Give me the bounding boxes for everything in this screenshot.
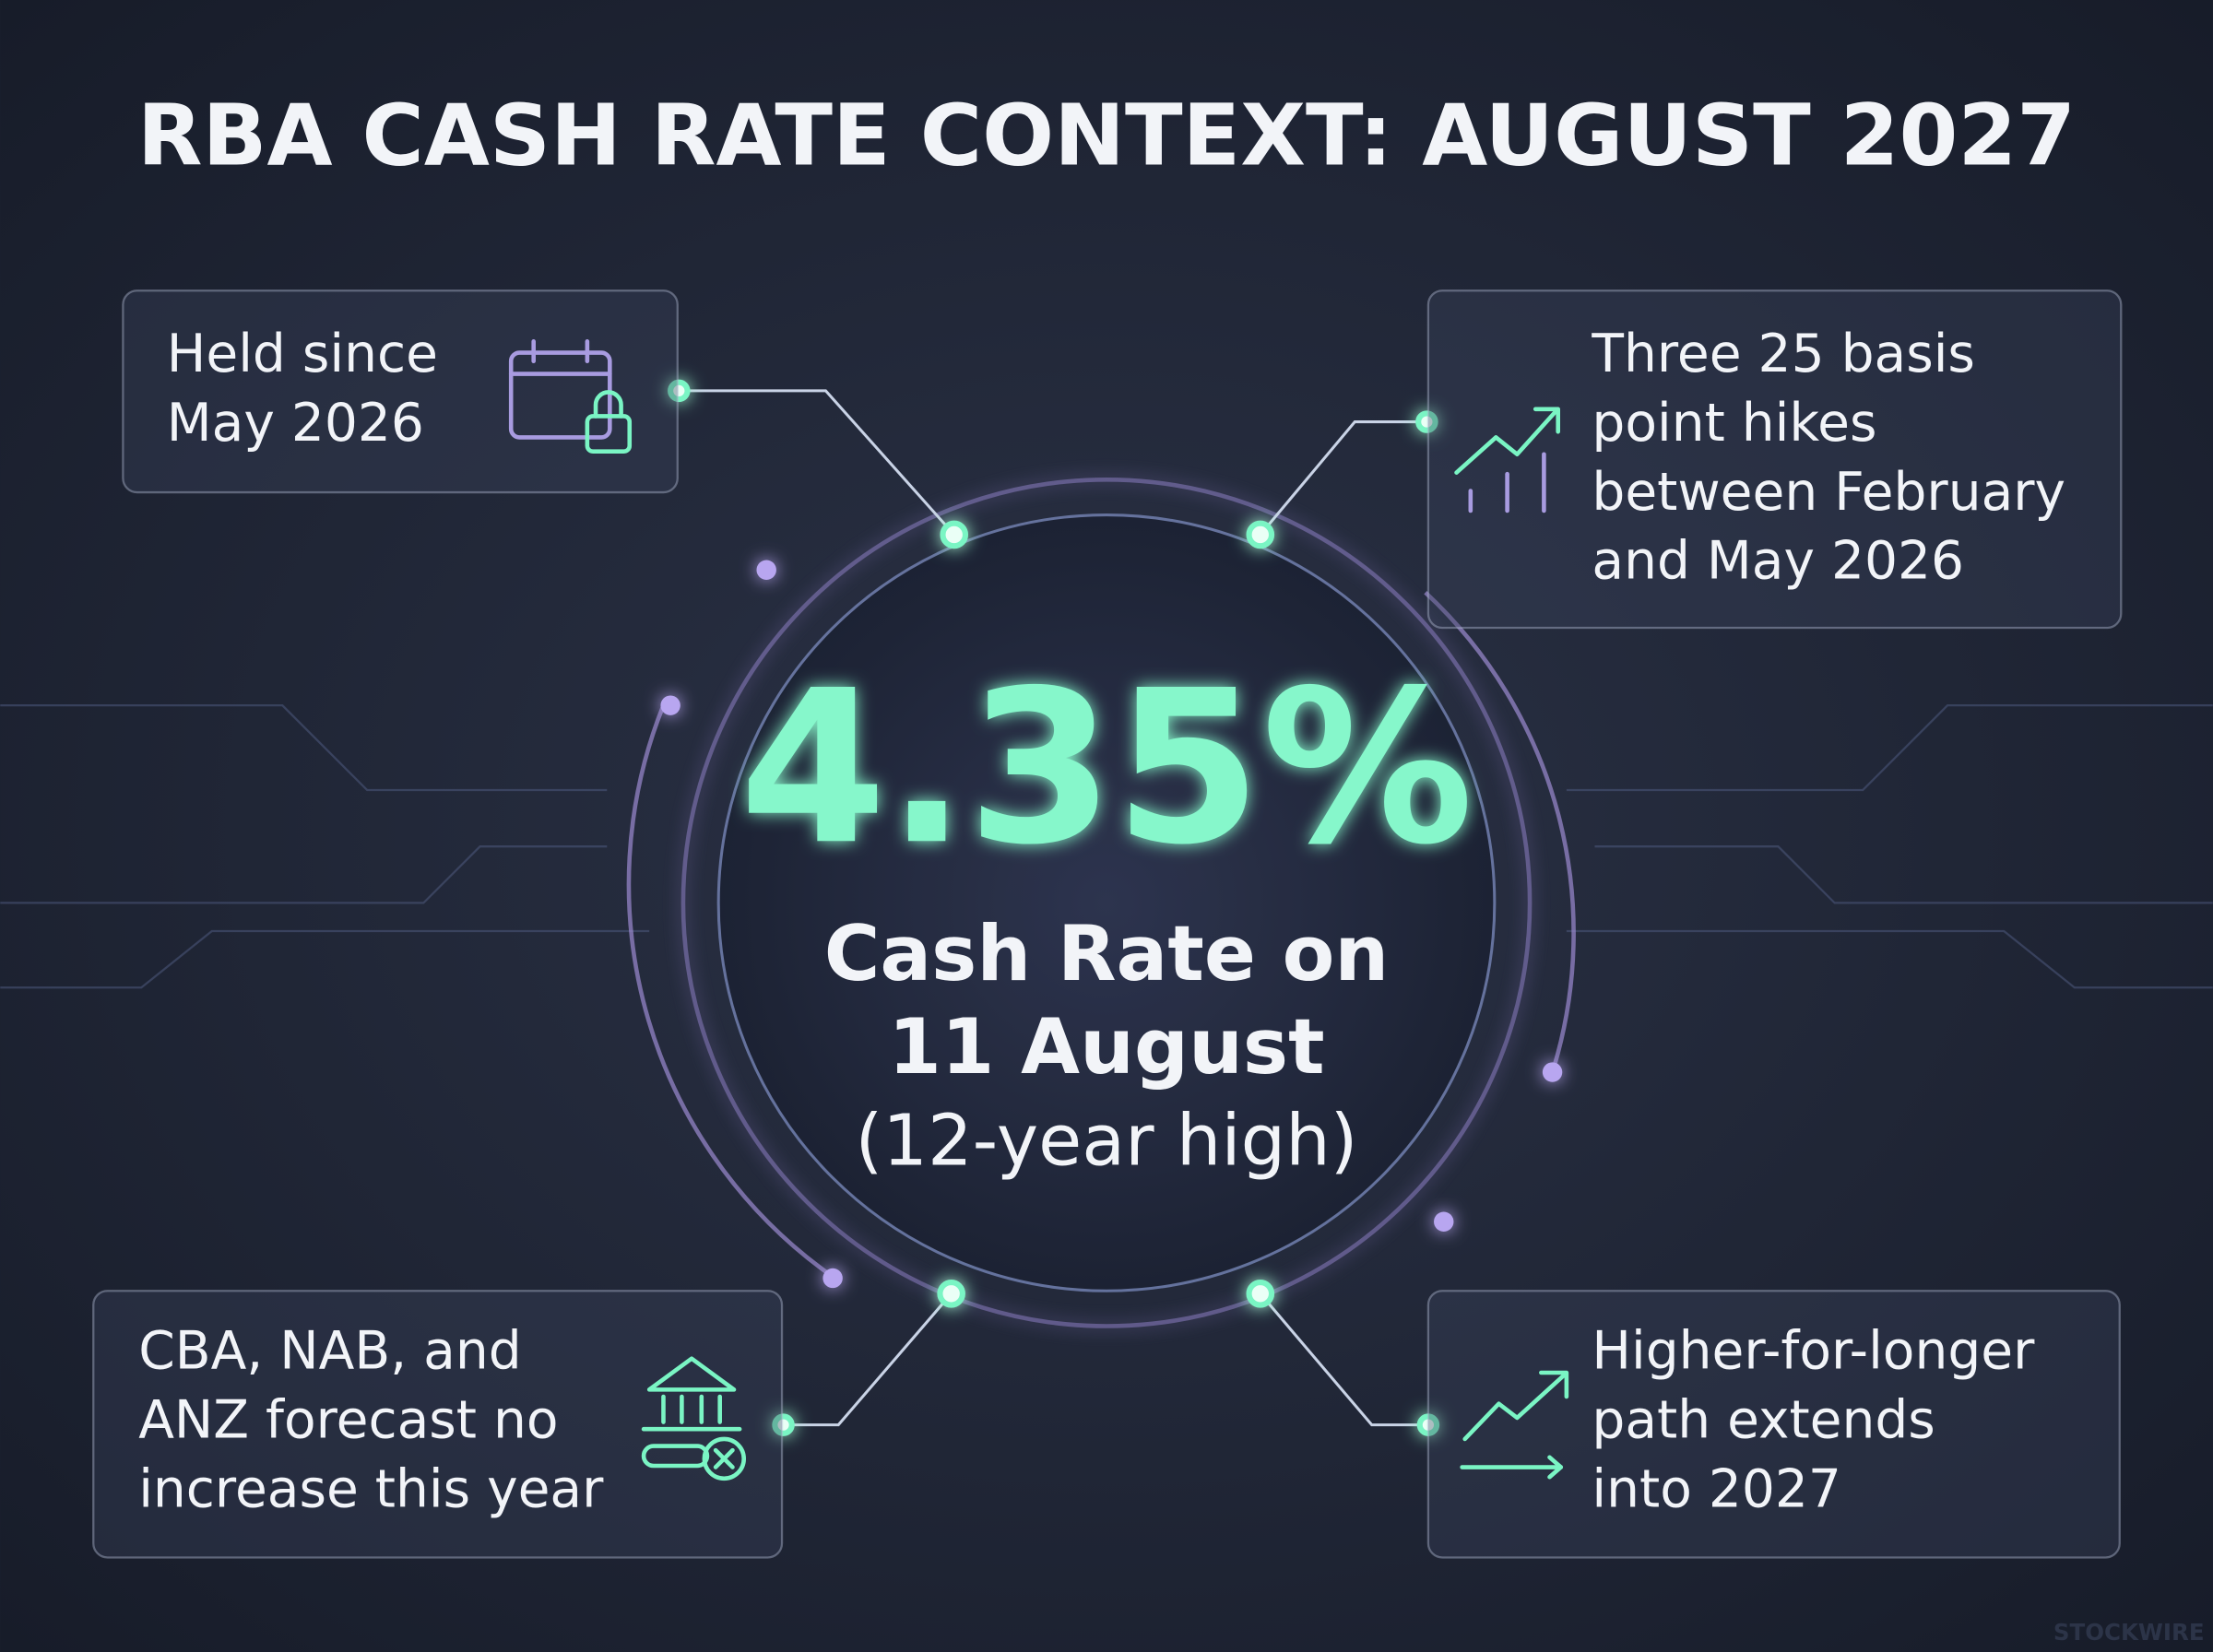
rate-caption: 11 August (888, 1003, 1324, 1092)
trend-icon (1460, 1370, 1569, 1480)
hikes-icon (1454, 407, 1560, 513)
bank-icon (641, 1356, 747, 1481)
arc (1424, 591, 1576, 1073)
inner-ring (716, 513, 1497, 1292)
arc (626, 704, 834, 1279)
card-text: ANZ forecast no (138, 1390, 558, 1451)
card-text: Three 25 basis (1591, 324, 1975, 384)
calendar-icon (508, 339, 633, 454)
card-text: CBA, NAB, and (138, 1321, 521, 1382)
card-text: increase this year (138, 1459, 604, 1520)
card-text: May 2026 (167, 393, 424, 454)
connectors (668, 379, 1440, 1436)
card-text: Held since (167, 324, 438, 384)
decor-dots (660, 560, 1563, 1289)
watermark: STOCKWIRE (2053, 1619, 2205, 1646)
card-text: Higher-for-longer (1592, 1321, 2035, 1382)
card-text: path extends (1592, 1390, 1935, 1451)
title: RBA CASH RATE CONTEXT: AUGUST 2027 (137, 86, 2076, 184)
card (122, 289, 679, 494)
card-text: between February (1592, 462, 2065, 523)
circuit-lines (0, 704, 2213, 989)
card-text: point hikes (1592, 393, 1876, 454)
rate-value: 4.35% (740, 645, 1473, 891)
card-text: and May 2026 (1592, 531, 1964, 592)
card (1426, 1290, 2121, 1559)
card (1426, 289, 2123, 630)
card (92, 1290, 784, 1559)
rate-caption: Cash Rate on (824, 910, 1389, 998)
rate-caption: (12-year high) (855, 1101, 1357, 1183)
card-text: into 2027 (1592, 1459, 1841, 1520)
card-texts: Held since May 2026 Three 25 basis point hi… (138, 324, 2065, 1520)
outer-ring (680, 478, 1533, 1328)
